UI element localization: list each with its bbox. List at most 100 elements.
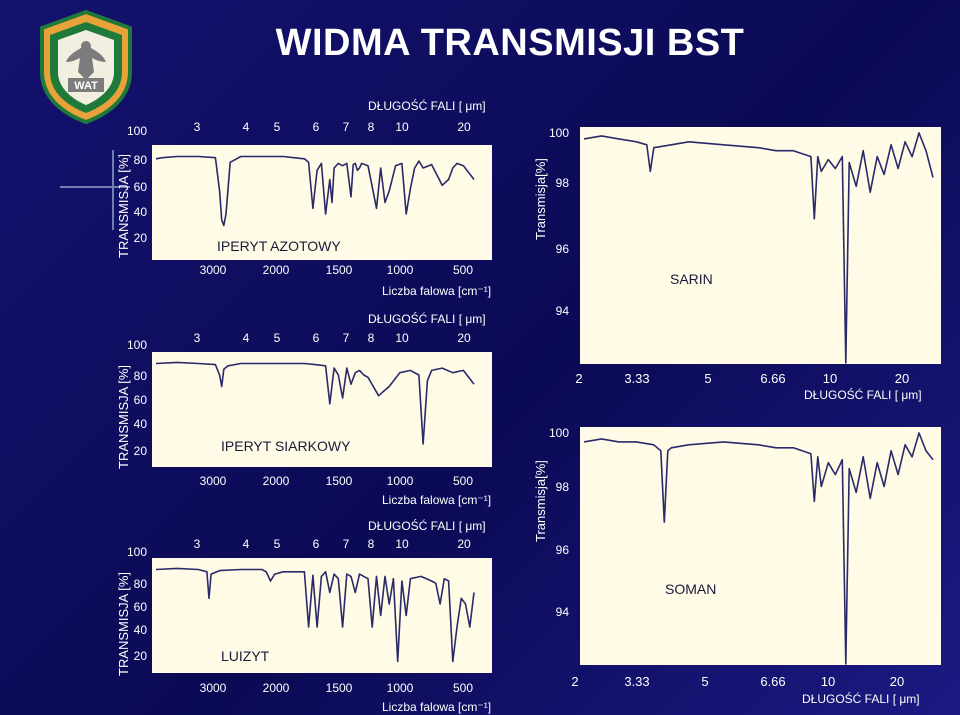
bottom-tick-label: 1000: [387, 263, 414, 277]
x-tick-label: 2: [575, 371, 582, 386]
top-axis-title: DŁUGOŚĆ FALI [ μm]: [368, 98, 486, 113]
y-axis-label: Transmisja[%]: [533, 460, 548, 542]
bottom-tick-label: 3000: [200, 263, 227, 277]
x-tick-label: 6.66: [760, 674, 785, 689]
y-tick-label: 60: [134, 180, 148, 194]
y-axis-label: Transmisja[%]: [533, 158, 548, 240]
page-title: WIDMA TRANSMISJI BST: [275, 22, 745, 64]
top-tick-label: 6: [313, 537, 320, 551]
bottom-tick-label: 2000: [263, 263, 290, 277]
y-tick-label: 80: [134, 153, 148, 167]
x-axis-label: Liczba falowa [cm⁻¹]: [382, 284, 491, 298]
bottom-tick-label: 3000: [200, 474, 227, 488]
y-tick-label: 96: [556, 242, 570, 256]
x-tick-label: 6.66: [760, 371, 785, 386]
spectrum-line: [155, 567, 475, 663]
x-axis-label: Liczba falowa [cm⁻¹]: [382, 493, 491, 507]
spectrum-line: [583, 432, 934, 665]
y-tick-label: 100: [127, 124, 147, 138]
top-tick-label: 5: [274, 331, 281, 345]
x-axis-label: DŁUGOŚĆ FALI [ μm]: [802, 691, 920, 706]
decorative-line: [112, 150, 114, 230]
top-tick-label: 4: [243, 537, 250, 551]
top-tick-label: 20: [457, 331, 471, 345]
top-tick-label: 8: [368, 537, 375, 551]
y-tick-label: 98: [556, 176, 570, 190]
y-tick-label: 94: [556, 304, 570, 318]
compound-label: SOMAN: [665, 581, 716, 597]
bottom-tick-label: 3000: [200, 681, 227, 695]
top-tick-label: 6: [313, 120, 320, 134]
top-axis-title: DŁUGOŚĆ FALI [ μm]: [368, 518, 486, 533]
top-tick-label: 10: [395, 331, 409, 345]
y-tick-label: 20: [134, 649, 148, 663]
plot-area: [152, 352, 492, 467]
wat-logo: WAT: [40, 10, 132, 124]
y-tick-label: 80: [134, 577, 148, 591]
top-tick-label: 3: [194, 537, 201, 551]
top-tick-label: 20: [457, 537, 471, 551]
y-tick-label: 100: [127, 338, 147, 352]
x-tick-label: 20: [895, 371, 909, 386]
compound-label: IPERYT AZOTOWY: [217, 238, 341, 254]
x-tick-label: 10: [823, 371, 837, 386]
plot-area: [580, 427, 941, 665]
y-axis-label: TRANSMISJA [%]: [116, 572, 131, 676]
bottom-tick-label: 2000: [263, 474, 290, 488]
top-tick-label: 20: [457, 120, 471, 134]
top-tick-label: 6: [313, 331, 320, 345]
y-tick-label: 60: [134, 393, 148, 407]
y-tick-label: 40: [134, 623, 148, 637]
x-tick-label: 20: [890, 674, 904, 689]
top-axis-title: DŁUGOŚĆ FALI [ μm]: [368, 311, 486, 326]
bottom-tick-label: 1500: [326, 263, 353, 277]
bottom-tick-label: 1000: [387, 681, 414, 695]
decorative-line: [60, 186, 130, 188]
compound-label: SARIN: [670, 271, 713, 287]
y-tick-label: 40: [134, 417, 148, 431]
top-tick-label: 8: [368, 331, 375, 345]
y-tick-label: 100: [549, 426, 569, 440]
y-tick-label: 40: [134, 205, 148, 219]
bottom-tick-label: 500: [453, 263, 473, 277]
top-tick-label: 4: [243, 120, 250, 134]
x-axis-label: Liczba falowa [cm⁻¹]: [382, 700, 491, 714]
spectrum-line: [155, 155, 475, 227]
y-tick-label: 60: [134, 600, 148, 614]
x-tick-label: 2: [571, 674, 578, 689]
top-tick-label: 8: [368, 120, 375, 134]
top-tick-label: 10: [395, 120, 409, 134]
spectrum-line: [583, 132, 934, 364]
compound-label: IPERYT SIARKOWY: [221, 438, 351, 454]
bottom-tick-label: 2000: [263, 681, 290, 695]
x-tick-label: 5: [701, 674, 708, 689]
x-tick-label: 3.33: [624, 371, 649, 386]
bottom-tick-label: 1500: [326, 681, 353, 695]
y-tick-label: 96: [556, 543, 570, 557]
x-axis-label: DŁUGOŚĆ FALI [ μm]: [804, 387, 922, 402]
x-tick-label: 5: [704, 371, 711, 386]
top-tick-label: 7: [343, 120, 350, 134]
top-tick-label: 3: [194, 331, 201, 345]
bottom-tick-label: 500: [453, 474, 473, 488]
top-tick-label: 4: [243, 331, 250, 345]
y-tick-label: 98: [556, 480, 570, 494]
x-tick-label: 3.33: [624, 674, 649, 689]
x-tick-label: 10: [821, 674, 835, 689]
top-tick-label: 5: [274, 120, 281, 134]
y-tick-label: 20: [134, 231, 148, 245]
y-tick-label: 20: [134, 444, 148, 458]
top-tick-label: 3: [194, 120, 201, 134]
bottom-tick-label: 1500: [326, 474, 353, 488]
top-tick-label: 5: [274, 537, 281, 551]
y-tick-label: 100: [127, 545, 147, 559]
bottom-tick-label: 1000: [387, 474, 414, 488]
spectrum-line: [155, 361, 475, 445]
compound-label: LUIZYT: [221, 648, 270, 664]
logo-text: WAT: [74, 80, 98, 92]
y-tick-label: 94: [556, 605, 570, 619]
top-tick-label: 7: [343, 537, 350, 551]
y-tick-label: 100: [549, 126, 569, 140]
bottom-tick-label: 500: [453, 681, 473, 695]
